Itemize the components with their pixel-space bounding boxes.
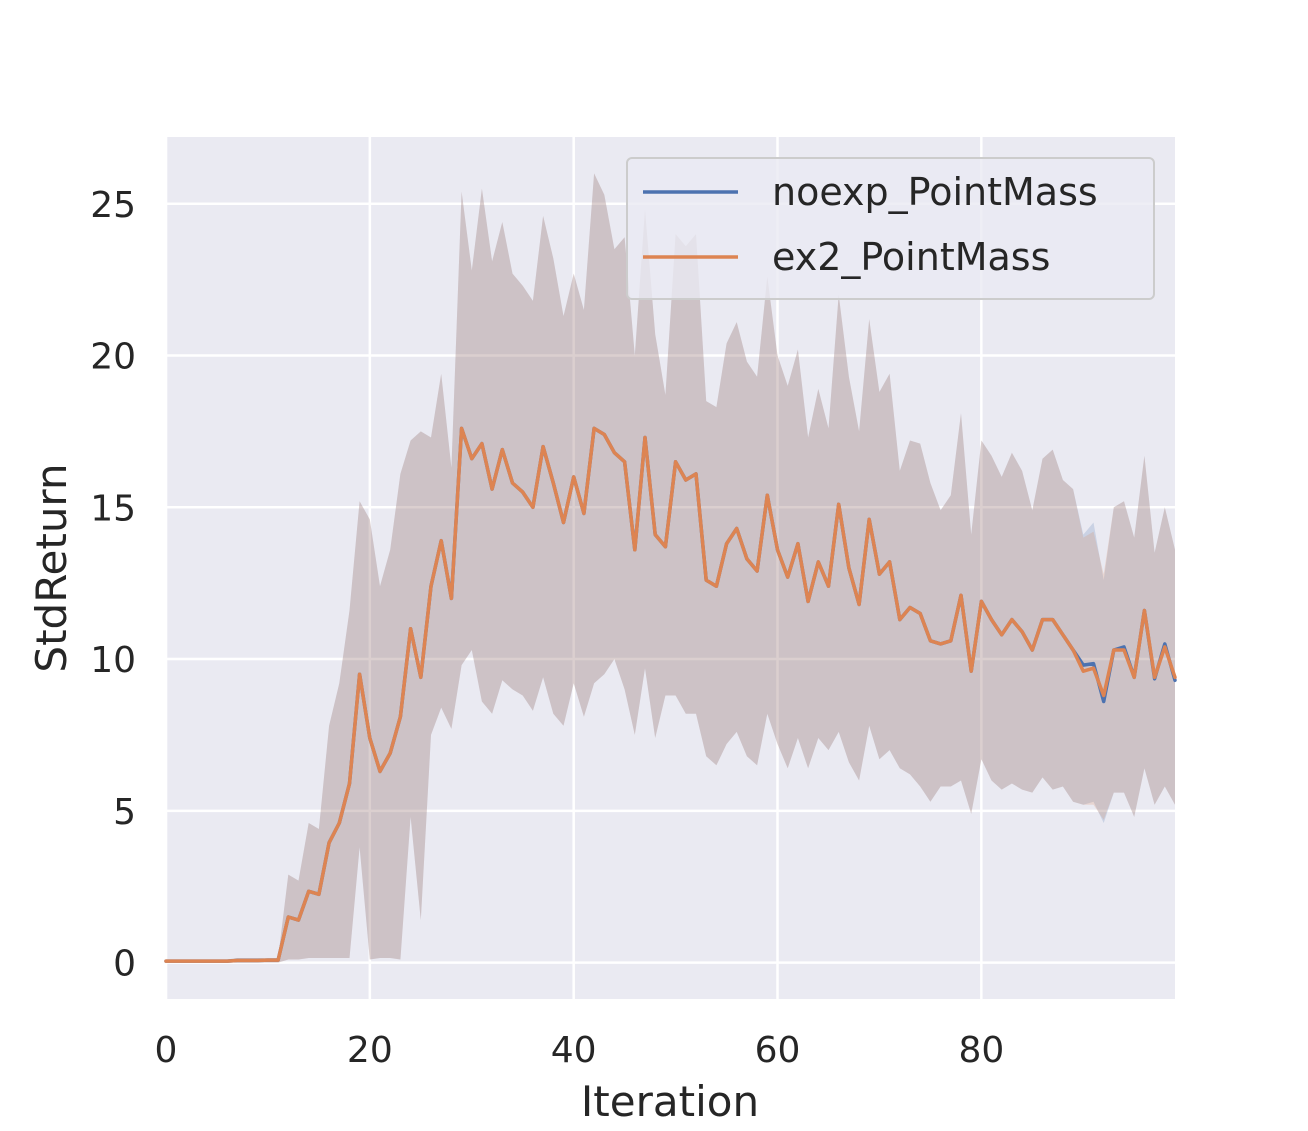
y-tick-label: 5 — [113, 792, 136, 833]
y-axis-label: StdReturn — [27, 463, 76, 672]
confidence-band-noexp_PointMass — [166, 173, 1175, 963]
y-tick-label: 10 — [90, 640, 136, 681]
legend-box — [626, 157, 1155, 300]
confidence-bands — [166, 173, 1175, 963]
legend-label-ex2: ex2_PointMass — [772, 235, 1050, 279]
y-tick-label: 25 — [90, 185, 136, 226]
legend-label-noexp: noexp_PointMass — [772, 170, 1098, 214]
y-tick-labels: 0 5 10 15 20 25 — [90, 185, 136, 985]
x-axis-label: Iteration — [581, 1077, 759, 1126]
x-tick-labels: 0 20 40 60 80 — [155, 1030, 1005, 1071]
series-lines — [164, 426, 1177, 963]
x-tick-label: 0 — [155, 1030, 178, 1071]
x-tick-label: 80 — [958, 1030, 1004, 1071]
confidence-band-ex2_PointMass — [166, 173, 1175, 963]
y-tick-label: 20 — [90, 337, 136, 378]
x-tick-label: 20 — [347, 1030, 393, 1071]
y-tick-label: 0 — [113, 944, 136, 985]
y-tick-label: 15 — [90, 488, 136, 529]
x-tick-label: 40 — [551, 1030, 597, 1071]
legend: noexp_PointMass ex2_PointMass — [626, 157, 1155, 300]
x-tick-label: 60 — [755, 1030, 801, 1071]
series-line-ex2_PointMass — [164, 426, 1177, 963]
